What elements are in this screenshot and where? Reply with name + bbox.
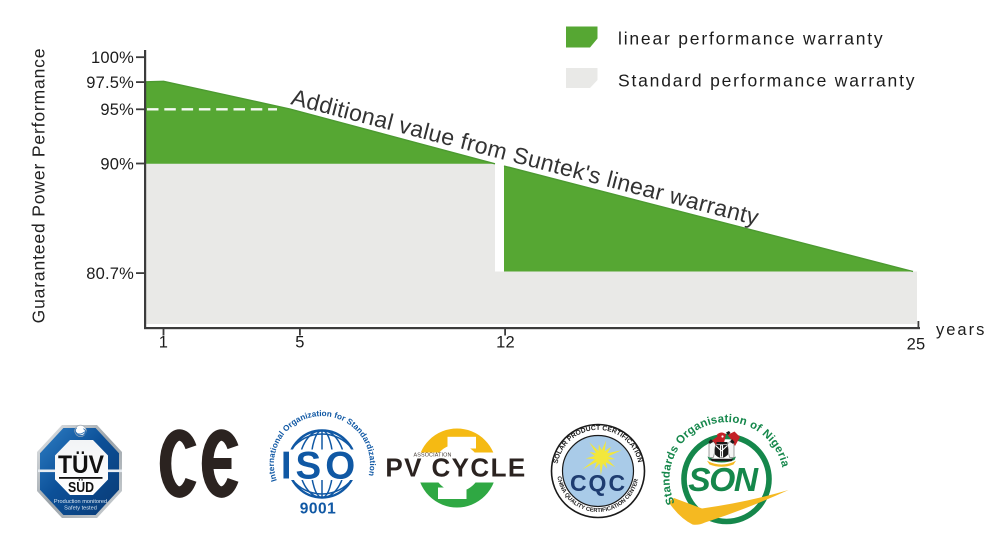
svg-text:9001: 9001 bbox=[300, 501, 336, 518]
svg-text:ASSOCIATION: ASSOCIATION bbox=[413, 452, 451, 458]
svg-text:25: 25 bbox=[907, 336, 926, 354]
svg-text:95%: 95% bbox=[100, 101, 134, 119]
svg-text:Production monitored: Production monitored bbox=[54, 499, 107, 505]
svg-text:linear performance warranty: linear performance warranty bbox=[618, 29, 884, 49]
svg-text:CQC: CQC bbox=[570, 470, 627, 496]
svg-text:SON: SON bbox=[688, 462, 759, 499]
svg-text:SÜD: SÜD bbox=[68, 479, 94, 496]
svg-text:ISO: ISO bbox=[281, 444, 359, 487]
svg-text:PV CYCLE: PV CYCLE bbox=[385, 452, 526, 482]
svg-text:years: years bbox=[936, 321, 986, 339]
svg-text:97.5%: 97.5% bbox=[86, 74, 134, 92]
svg-text:Guaranteed Power Performance: Guaranteed Power Performance bbox=[29, 48, 49, 324]
svg-text:TÜV: TÜV bbox=[58, 450, 104, 479]
svg-text:1: 1 bbox=[159, 334, 168, 352]
svg-text:Safety tested: Safety tested bbox=[64, 506, 97, 512]
svg-text:80.7%: 80.7% bbox=[86, 265, 134, 283]
svg-text:12: 12 bbox=[496, 334, 515, 352]
svg-text:90%: 90% bbox=[100, 155, 134, 173]
svg-text:Standard performance warranty: Standard performance warranty bbox=[618, 71, 916, 91]
svg-text:5: 5 bbox=[295, 334, 304, 352]
svg-text:100%: 100% bbox=[91, 49, 134, 67]
